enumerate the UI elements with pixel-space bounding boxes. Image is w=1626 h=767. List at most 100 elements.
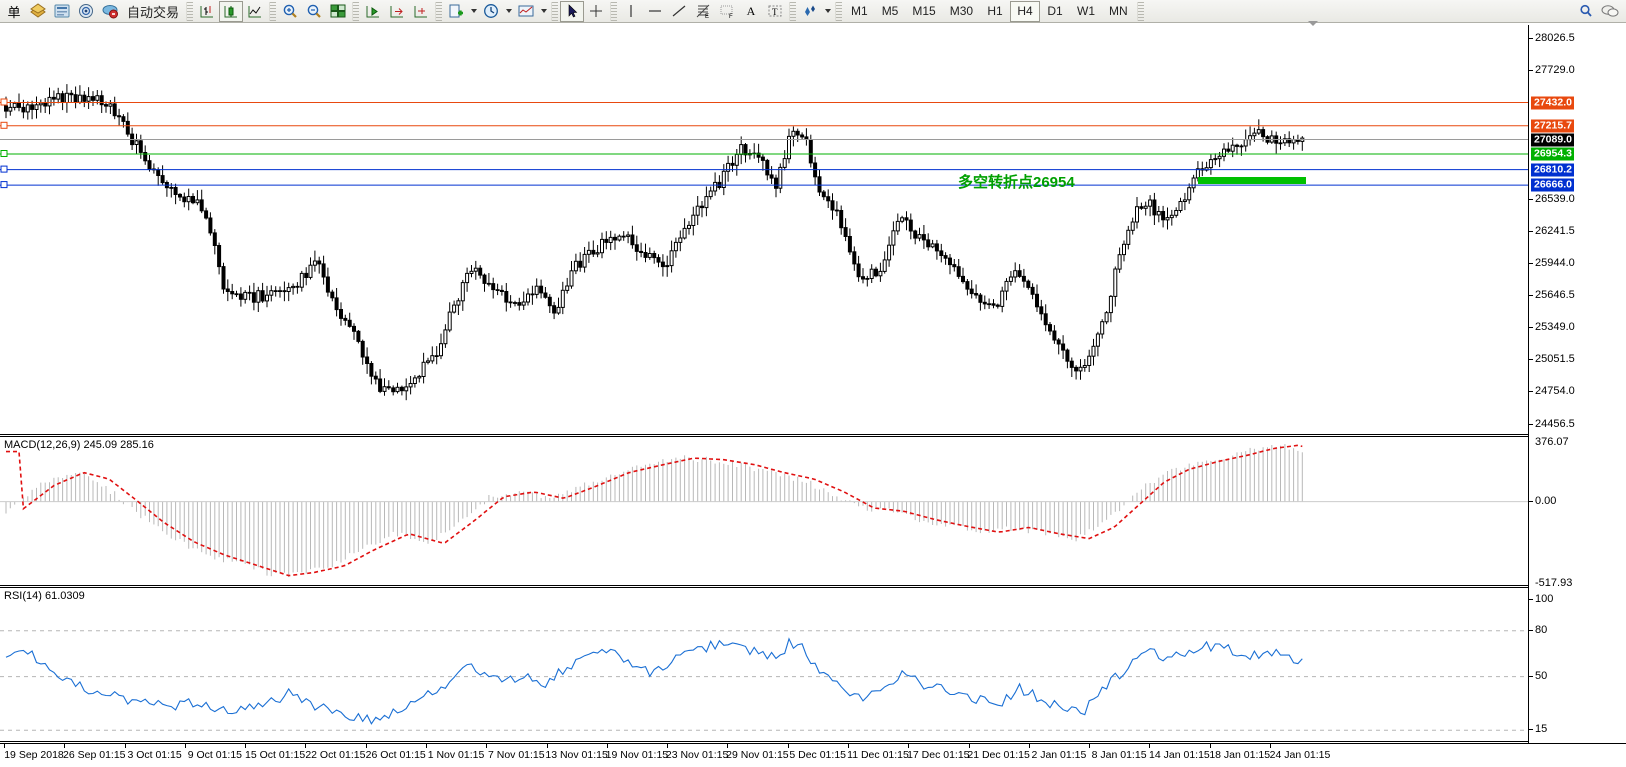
chart-shift-marker-icon[interactable] (409, 1, 433, 22)
equidistant-channel-icon[interactable]: F (715, 1, 739, 22)
price-tick-label: 24754.0 (1535, 385, 1575, 398)
svg-text:F: F (729, 14, 733, 19)
line-chart-icon[interactable] (243, 1, 267, 22)
time-separator (1149, 744, 1151, 748)
text-label-icon[interactable]: T (763, 1, 787, 22)
price-label-pivot[interactable]: 26954.3 (1531, 147, 1574, 161)
time-tick-label: 26 Sep 01:15 (63, 749, 126, 761)
price-tick-label: 25944.0 (1535, 257, 1575, 269)
time-tick-label: 15 Oct 01:15 (245, 749, 306, 761)
zoom-out-icon[interactable] (302, 1, 326, 22)
timeframe-d1[interactable]: D1 (1047, 4, 1063, 18)
timeframe-m15[interactable]: M15 (912, 4, 936, 18)
toolbar-separator (269, 1, 277, 21)
pivot-annotation: 多空转折点26954 (958, 174, 1075, 191)
time-separator (426, 744, 427, 748)
timeframe-h1[interactable]: H1 (987, 4, 1003, 18)
tile-windows-icon[interactable] (326, 1, 350, 22)
new-order-icon[interactable]: 单 (7, 4, 21, 20)
macd-pane[interactable]: MACD(12,26,9) 245.09 285.16 (0, 436, 1528, 586)
time-separator (365, 744, 367, 748)
market-watch-icon[interactable] (50, 1, 74, 22)
rsi-tick-label: 50 (1535, 669, 1548, 682)
timeframe-m5[interactable]: M5 (881, 4, 899, 18)
axis-tick (1529, 38, 1533, 40)
chat-icon[interactable] (1598, 1, 1622, 22)
price-tick-label: 26241.5 (1535, 224, 1575, 237)
axis-tick (1529, 675, 1533, 677)
time-separator (787, 744, 789, 748)
time-tick-label: 24 Jan 01:15 (1269, 749, 1331, 761)
horizontal-line-icon[interactable] (643, 1, 667, 22)
navigator-icon[interactable] (74, 1, 98, 22)
time-separator (1270, 744, 1271, 748)
axis-tick (1529, 70, 1533, 72)
price-label-last-price[interactable]: 27089.0 (1531, 133, 1574, 146)
price-axis[interactable]: 28026.5 27729.0 26539.0 26241.5 25944.0 25646… (1528, 25, 1626, 743)
price-pane[interactable]: 多空转折点26954 (0, 25, 1528, 435)
price-tick-label: 25349.0 (1535, 321, 1575, 334)
axis-tick (1529, 500, 1533, 502)
shapes-dropdown-icon[interactable] (822, 1, 833, 22)
search-icon[interactable] (1574, 1, 1598, 22)
period-icon[interactable] (479, 1, 503, 22)
rsi-pane[interactable]: RSI(14) 61.0309 (0, 587, 1528, 742)
chart-shift-icon[interactable] (385, 1, 409, 22)
cursor-icon[interactable] (560, 0, 585, 22)
time-separator (486, 744, 488, 748)
toolbar-separator (789, 1, 797, 21)
price-tick-label: 24456.5 (1535, 417, 1575, 430)
timeframe-m30[interactable]: M30 (949, 4, 974, 18)
price-tick-label: 26539.0 (1535, 192, 1575, 205)
chart-area[interactable]: 多空转折点26954 MACD(12,26,9) 245.09 285.16 R… (0, 21, 1626, 767)
templates-icon[interactable] (514, 1, 538, 22)
indicators-dropdown-icon[interactable] (468, 1, 479, 22)
crosshair-icon[interactable] (584, 1, 608, 22)
autotrade-label[interactable]: 自动交易 (127, 4, 180, 20)
axis-tick (1529, 729, 1533, 731)
time-tick-label: 9 Oct 01:15 (187, 749, 243, 761)
candlestick-chart-icon[interactable] (219, 0, 244, 22)
time-tick-label: 3 Oct 01:15 (127, 749, 182, 761)
macd-tick-label: -517.93 (1535, 577, 1573, 589)
svg-text:E: E (705, 14, 709, 19)
time-tick-label: 23 Nov 01:15 (665, 749, 729, 761)
axis-tick (1529, 327, 1533, 329)
time-separator (667, 744, 669, 748)
indicators-icon[interactable] (444, 1, 468, 22)
time-tick-label: 14 Jan 01:15 (1149, 749, 1210, 761)
time-tick-label: 5 Dec 01:15 (789, 749, 846, 761)
templates-dropdown-icon[interactable] (538, 1, 549, 22)
expert-advisor-icon[interactable] (98, 1, 122, 22)
timeframe-w1[interactable]: W1 (1077, 4, 1096, 18)
time-separator (124, 744, 126, 748)
time-axis[interactable]: 19 Sep 2018 26 Sep 01:15 3 Oct 01:15 9 Oct … (0, 743, 1626, 767)
price-label-resistance[interactable]: 27215.7 (1531, 119, 1574, 133)
timeframe-mn[interactable]: MN (1109, 4, 1128, 18)
axis-tick (1529, 423, 1533, 425)
price-label-support[interactable]: 26810.2 (1531, 163, 1574, 177)
text-icon[interactable]: A (746, 3, 756, 18)
price-label-support[interactable]: 26666.0 (1531, 178, 1574, 192)
time-tick-label: 17 Dec 01:15 (907, 749, 970, 761)
timeframe-h4[interactable]: H4 (1010, 0, 1041, 22)
toolbar-separator (352, 1, 360, 21)
zoom-in-icon[interactable] (278, 1, 302, 22)
period-dropdown-icon[interactable] (503, 1, 514, 22)
chart-scroll-indicator[interactable] (1308, 21, 1318, 26)
shapes-icon[interactable] (798, 1, 822, 22)
rsi-label: RSI(14) 61.0309 (4, 590, 85, 602)
time-tick-label: 2 Jan 01:15 (1031, 749, 1087, 761)
toolbar-separator (610, 1, 618, 21)
auto-scroll-icon[interactable] (361, 1, 385, 22)
time-tick-label: 21 Dec 01:15 (967, 749, 1030, 761)
fibonacci-icon[interactable]: E (691, 1, 715, 22)
time-separator (908, 744, 910, 748)
vertical-line-icon[interactable] (619, 1, 643, 22)
bar-chart-icon[interactable] (195, 1, 219, 22)
time-tick-label: 11 Dec 01:15 (847, 749, 909, 761)
price-label-resistance[interactable]: 27432.0 (1531, 96, 1574, 109)
profiles-icon[interactable] (26, 1, 50, 22)
timeframe-m1[interactable]: M1 (851, 4, 868, 18)
trendline-icon[interactable] (667, 1, 691, 22)
